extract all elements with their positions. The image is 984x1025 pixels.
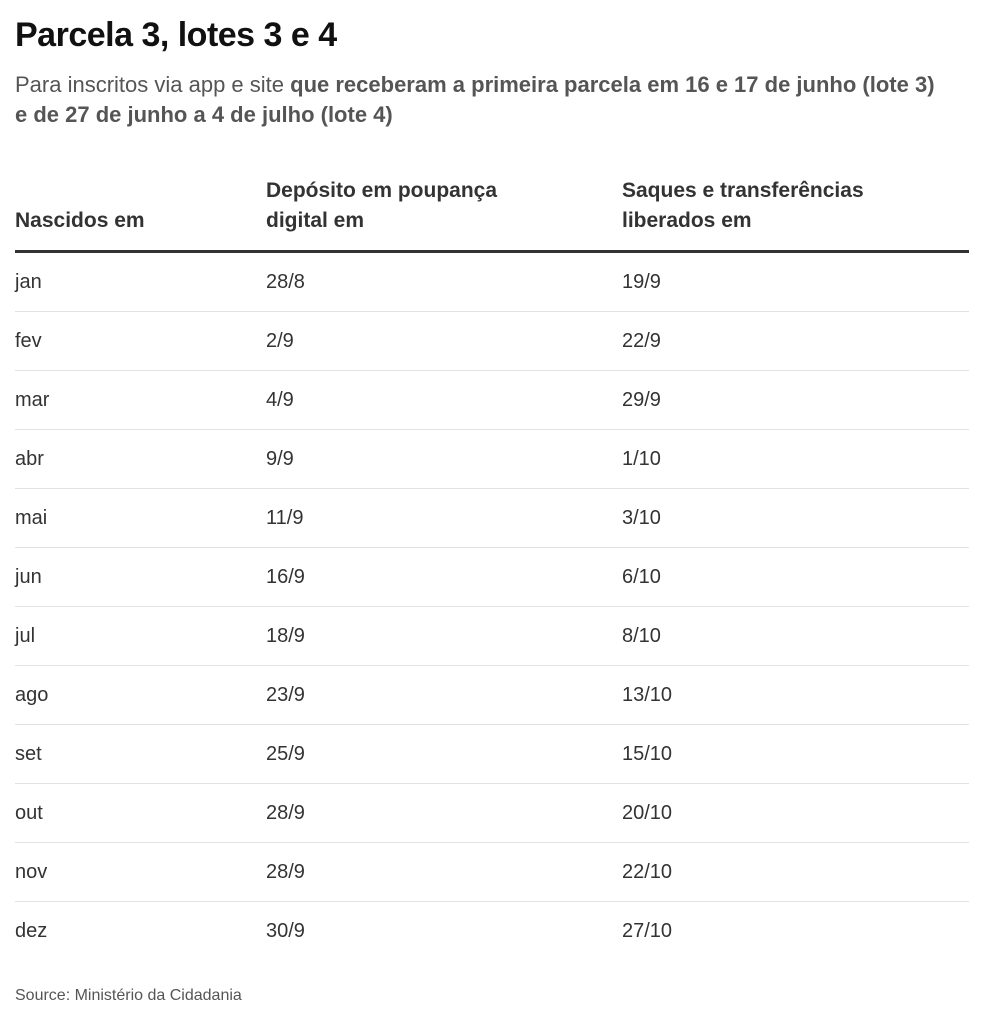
- cell-deposit: 25/9: [266, 724, 622, 784]
- page-title: Parcela 3, lotes 3 e 4: [15, 16, 337, 54]
- header-deposit: Depósito em poupança digital em: [266, 166, 622, 253]
- source-note: Source: Ministério da Cidadania: [15, 987, 242, 1004]
- header-birth-month-line2: Nascidos em: [15, 209, 145, 232]
- table-row: mar 4/9 29/9: [15, 370, 969, 430]
- subtitle-plain: Para inscritos via app e site: [15, 72, 291, 97]
- table-header: Nascidos em Depósito em poupança digital …: [15, 166, 969, 253]
- cell-withdraw: 19/9: [622, 251, 969, 312]
- cell-deposit: 16/9: [266, 547, 622, 607]
- cell-withdraw: 13/10: [622, 665, 969, 725]
- cell-month: jan: [15, 251, 266, 312]
- subtitle-bold: que receberam a primeira parcela em 16 e…: [15, 72, 935, 127]
- header-deposit-line2: digital em: [266, 209, 365, 232]
- schedule-table: Nascidos em Depósito em poupança digital …: [15, 166, 969, 960]
- header-row: Nascidos em Depósito em poupança digital …: [15, 166, 969, 253]
- cell-month: abr: [15, 429, 266, 489]
- cell-withdraw: 27/10: [622, 919, 673, 942]
- cell-deposit: 28/8: [266, 251, 622, 312]
- table-row: jan 28/8 19/9: [15, 251, 969, 312]
- table-row: jul 18/9 8/10: [15, 606, 969, 666]
- table-row: abr 9/9 1/10: [15, 429, 969, 489]
- table-row: out 28/9 20/10: [15, 783, 969, 843]
- cell-deposit: 4/9: [266, 370, 622, 430]
- header-withdraw-line2: liberados em: [622, 209, 752, 232]
- cell-withdraw: 8/10: [622, 606, 969, 666]
- cell-deposit: 9/9: [266, 429, 622, 489]
- table-row: jun 16/9 6/10: [15, 547, 969, 607]
- cell-withdraw: 22/10: [622, 842, 969, 902]
- table-row: nov 28/9 22/10: [15, 842, 969, 902]
- table-body: jan 28/8 19/9 fev 2/9 22/9 mar 4/9 29/9 abr 9/9…: [15, 251, 969, 961]
- cell-month: jul: [15, 606, 266, 666]
- cell-withdraw: 3/10: [622, 488, 969, 548]
- cell-month: dez: [15, 919, 48, 942]
- table-row: ago 23/9 13/10: [15, 665, 969, 725]
- cell-deposit: 23/9: [266, 665, 622, 725]
- cell-deposit: 18/9: [266, 606, 622, 666]
- table-row: fev 2/9 22/9: [15, 311, 969, 371]
- cell-month: mar: [15, 370, 266, 430]
- subtitle: Para inscritos via app e site que recebe…: [15, 70, 945, 130]
- cell-month: ago: [15, 665, 266, 725]
- cell-deposit: 11/9: [266, 488, 622, 548]
- header-withdraw-line1: Saques e transferências: [622, 179, 864, 202]
- cell-withdraw: 1/10: [622, 429, 969, 489]
- header-withdraw: Saques e transferências liberados em: [622, 166, 969, 253]
- cell-withdraw: 22/9: [622, 311, 969, 371]
- cell-month: nov: [15, 842, 266, 902]
- cell-deposit: 2/9: [266, 311, 622, 371]
- table-row: mai 11/9 3/10: [15, 488, 969, 548]
- cell-withdraw: 29/9: [622, 370, 969, 430]
- cell-withdraw: 6/10: [622, 547, 969, 607]
- table-row: set 25/9 15/10: [15, 724, 969, 784]
- header-deposit-line1: Depósito em poupança: [266, 179, 498, 202]
- cell-month: out: [15, 783, 266, 843]
- cell-withdraw: 20/10: [622, 783, 969, 843]
- cell-deposit: 28/9: [266, 783, 622, 843]
- cell-month: set: [15, 724, 266, 784]
- header-birth-month: Nascidos em: [15, 166, 266, 253]
- cell-deposit: 28/9: [266, 842, 622, 902]
- cell-month: jun: [15, 547, 266, 607]
- table-row: dez 30/9 27/10: [15, 902, 969, 961]
- cell-withdraw: 15/10: [622, 724, 969, 784]
- cell-deposit: 30/9: [266, 919, 305, 942]
- cell-month: fev: [15, 311, 266, 371]
- cell-month: mai: [15, 488, 266, 548]
